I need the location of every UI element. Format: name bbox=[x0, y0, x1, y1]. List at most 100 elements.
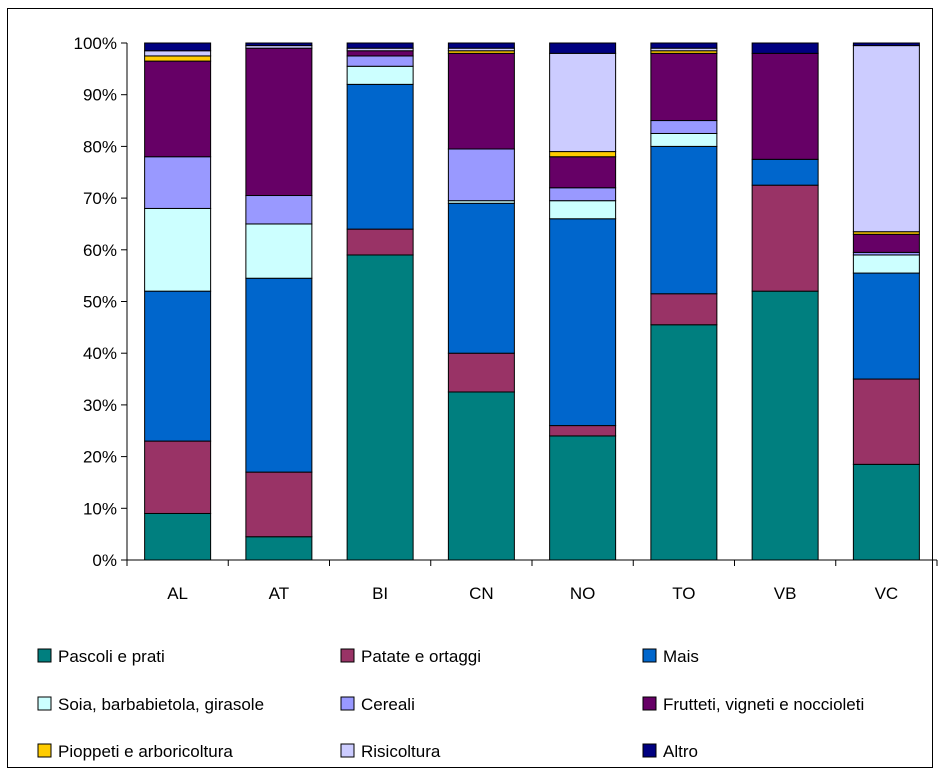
bar-segment bbox=[447, 352, 515, 393]
legend-label: Altro bbox=[663, 742, 698, 761]
legend-item: Cereali bbox=[340, 695, 415, 714]
x-tick-label: TO bbox=[672, 584, 695, 603]
y-tick-label: 80% bbox=[83, 137, 117, 156]
bar-segment bbox=[144, 42, 212, 52]
y-tick-label: 50% bbox=[83, 293, 117, 312]
legend-swatch bbox=[642, 743, 657, 758]
legend-swatch bbox=[642, 648, 657, 663]
y-tick-label: 30% bbox=[83, 396, 117, 415]
legend-swatch bbox=[340, 648, 355, 663]
legend-item: Patate e ortaggi bbox=[340, 647, 481, 666]
bar-segment bbox=[650, 52, 718, 122]
x-tick-label: AL bbox=[167, 584, 188, 603]
y-tick-label: 60% bbox=[83, 241, 117, 260]
bar-segment bbox=[447, 202, 515, 354]
x-tick-label: AT bbox=[269, 584, 289, 603]
legend-swatch bbox=[37, 648, 52, 663]
bar-segment bbox=[549, 187, 617, 202]
bar-segment bbox=[549, 425, 617, 437]
bar-segment bbox=[144, 207, 212, 292]
y-axis: 0% 10% 20% 30% 40% 50% 60% 70% 80% 90% 100% bbox=[74, 34, 128, 570]
legend-label: Frutteti, vigneti e noccioleti bbox=[663, 695, 864, 714]
legend-label: Mais bbox=[663, 647, 699, 666]
legend: Pascoli e prati Patate e ortaggi Mais Soia,… bbox=[37, 647, 864, 761]
bar-segment bbox=[650, 145, 718, 295]
y-tick-label: 20% bbox=[83, 448, 117, 467]
bar-segment bbox=[346, 65, 414, 85]
bar-stack-vc bbox=[852, 42, 920, 561]
bar-segment bbox=[346, 83, 414, 230]
bar-segment bbox=[751, 158, 819, 186]
x-tick-label: VC bbox=[875, 584, 899, 603]
bar-segment bbox=[245, 471, 313, 538]
bar-segment bbox=[852, 378, 920, 465]
bar-segment bbox=[346, 50, 414, 57]
bar-segment bbox=[852, 254, 920, 274]
legend-label: Cereali bbox=[361, 695, 415, 714]
legend-label: Risicoltura bbox=[361, 742, 441, 761]
bar-segment bbox=[245, 277, 313, 473]
legend-item: Pioppeti e arboricoltura bbox=[37, 742, 233, 761]
y-tick-label: 70% bbox=[83, 189, 117, 208]
legend-label: Pioppeti e arboricoltura bbox=[58, 742, 233, 761]
bar-segment bbox=[751, 184, 819, 292]
bar-segment bbox=[346, 228, 414, 256]
bar-segment bbox=[650, 293, 718, 326]
legend-label: Pascoli e prati bbox=[58, 647, 165, 666]
bar-segment bbox=[144, 440, 212, 514]
bar-segment bbox=[144, 290, 212, 442]
bar-segment bbox=[650, 324, 718, 561]
bar-segment bbox=[852, 463, 920, 561]
x-tick-label: CN bbox=[469, 584, 494, 603]
x-tick-label: NO bbox=[570, 584, 596, 603]
legend-swatch bbox=[37, 743, 52, 758]
bar-segment bbox=[245, 195, 313, 225]
legend-swatch bbox=[37, 696, 52, 711]
x-tick-label: BI bbox=[372, 584, 388, 603]
bar-segment bbox=[650, 42, 718, 49]
y-tick-label: 40% bbox=[83, 344, 117, 363]
bar-segment bbox=[751, 52, 819, 160]
bar-segment bbox=[245, 47, 313, 197]
legend-swatch bbox=[340, 743, 355, 758]
bar-stack-bi bbox=[346, 42, 414, 561]
x-tick-label: VB bbox=[774, 584, 797, 603]
bar-segment bbox=[144, 156, 212, 209]
bar-segment bbox=[549, 218, 617, 427]
y-tick-label: 10% bbox=[83, 499, 117, 518]
legend-item: Frutteti, vigneti e noccioleti bbox=[642, 695, 864, 714]
bar-segment bbox=[549, 156, 617, 189]
bar-segment bbox=[245, 223, 313, 279]
legend-item: Pascoli e prati bbox=[37, 647, 165, 666]
legend-label: Patate e ortaggi bbox=[361, 647, 481, 666]
bar-segment bbox=[144, 60, 212, 158]
bar-segment bbox=[144, 55, 212, 62]
legend-item: Mais bbox=[642, 647, 699, 666]
bar-segment bbox=[549, 42, 617, 54]
y-tick-label: 90% bbox=[83, 86, 117, 105]
legend-item: Soia, barbabietola, girasole bbox=[37, 695, 264, 714]
bar-segment bbox=[549, 151, 617, 158]
bar-segment bbox=[852, 42, 920, 47]
bar-segment bbox=[144, 512, 212, 561]
bar-stack-to bbox=[650, 42, 718, 561]
bar-segment bbox=[650, 120, 718, 134]
bar-stack-al bbox=[144, 42, 212, 561]
bars bbox=[144, 42, 920, 561]
bar-segment bbox=[549, 435, 617, 561]
bar-segment bbox=[346, 254, 414, 561]
bar-segment bbox=[852, 272, 920, 380]
y-tick-label: 100% bbox=[74, 34, 117, 53]
bar-stack-cn bbox=[447, 42, 515, 561]
bar-segment bbox=[447, 52, 515, 150]
bar-segment bbox=[144, 50, 212, 57]
bar-segment bbox=[447, 391, 515, 561]
bar-stack-at bbox=[245, 42, 313, 561]
bar-stack-vb bbox=[751, 42, 819, 561]
legend-item: Altro bbox=[642, 742, 698, 761]
bar-segment bbox=[751, 290, 819, 561]
bar-segment bbox=[852, 45, 920, 233]
bar-segment bbox=[245, 536, 313, 561]
bar-segment bbox=[751, 42, 819, 54]
